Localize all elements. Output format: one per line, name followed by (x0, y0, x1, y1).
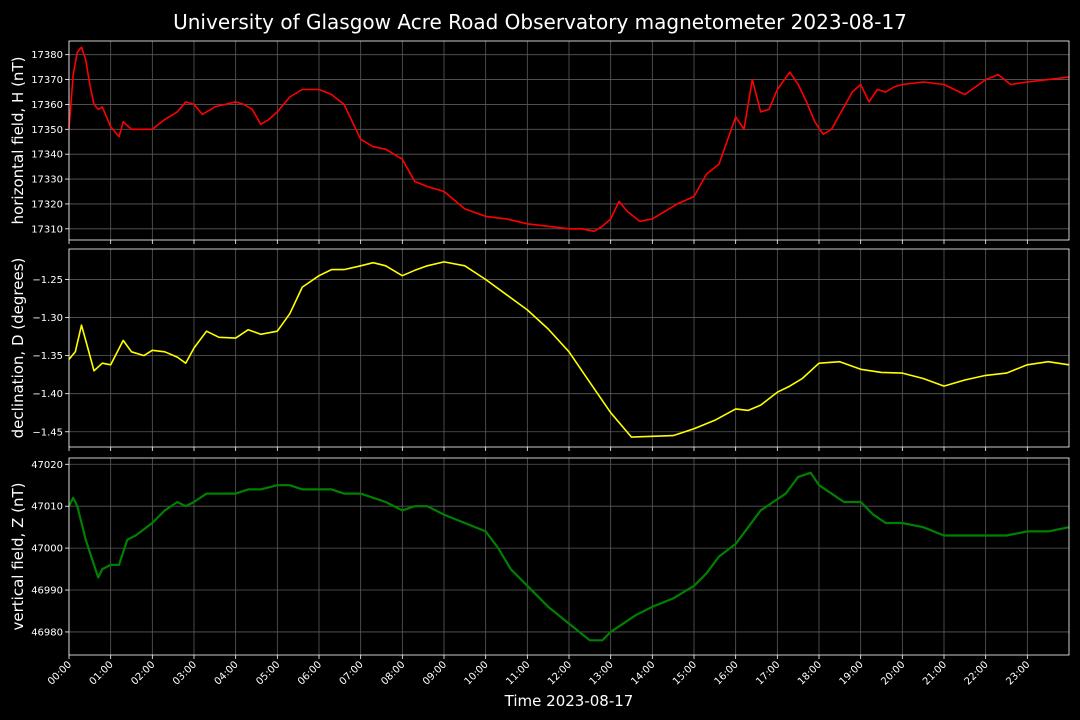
y-tick-label: 47010 (31, 502, 63, 513)
series-line (68, 46, 1070, 233)
x-tick-label: 05:00 (254, 659, 282, 687)
x-tick-label: 09:00 (421, 659, 449, 687)
y-tick-label: 17380 (31, 50, 63, 61)
x-tick-label: 13:00 (588, 659, 616, 687)
y-tick-label: −1.45 (32, 427, 63, 438)
y-tick-label: 17320 (31, 199, 63, 210)
x-tick-label: 04:00 (213, 659, 241, 687)
y-axis-title: vertical field, Z (nT) (9, 482, 27, 630)
series-line (68, 261, 1070, 438)
axes-frame (68, 457, 1070, 656)
x-tick-label: 07:00 (338, 659, 366, 687)
x-tick-label: 08:00 (379, 659, 407, 687)
x-tick-label: 14:00 (629, 659, 657, 687)
y-axis-title: declination, D (degrees) (9, 258, 27, 439)
y-tick-label: 17370 (31, 75, 63, 86)
x-tick-label: 01:00 (88, 659, 116, 687)
y-axis-title: horizontal field, H (nT) (9, 57, 27, 225)
x-tick-label: 12:00 (546, 659, 574, 687)
y-tick-label: 17310 (31, 224, 63, 235)
y-tick-label: 17340 (31, 150, 63, 161)
x-tick-label: 02:00 (129, 659, 157, 687)
y-tick-label: 47000 (31, 544, 63, 555)
y-tick-label: −1.25 (32, 275, 63, 286)
h-panel: 17310 17320 17330 17340 17350 17360 17370 17380… (9, 40, 1070, 244)
y-tick-label: −1.30 (32, 313, 63, 324)
y-tick-label: 46980 (31, 627, 63, 638)
x-tick-label: 17:00 (754, 659, 782, 687)
x-tick-label: 00:00 (46, 659, 74, 687)
y-tick-label: 47020 (31, 460, 63, 471)
x-tick-label: 10:00 (463, 659, 491, 687)
axes-frame (68, 248, 1070, 448)
x-tick-label: 06:00 (296, 659, 324, 687)
series-line (68, 471, 1070, 642)
axes-frame (68, 40, 1070, 241)
y-tick-label: 17360 (31, 100, 63, 111)
y-tick-label: 46990 (31, 586, 63, 597)
x-tick-label: 03:00 (171, 659, 199, 687)
x-tick-label: 23:00 (1004, 659, 1032, 687)
x-tick-label: 21:00 (921, 659, 949, 687)
x-tick-label: 19:00 (838, 659, 866, 687)
x-axis-title: Time 2023-08-17 (504, 692, 634, 710)
x-tick-label: 16:00 (713, 659, 741, 687)
y-tick-label: −1.40 (32, 389, 63, 400)
y-tick-label: −1.35 (32, 351, 63, 362)
x-tick-label: 11:00 (504, 659, 532, 687)
d-panel: −1.25 −1.30 −1.35 −1.40 −1.45 declination, D … (9, 248, 1070, 451)
x-tick-label: 15:00 (671, 659, 699, 687)
x-tick-label: 20:00 (879, 659, 907, 687)
y-tick-label: 17350 (31, 125, 63, 136)
z-panel: 46980 46990 47000 47010 47020 vertical field,… (9, 457, 1070, 688)
y-tick-label: 17330 (31, 175, 63, 186)
x-tick-label: 18:00 (796, 659, 824, 687)
figure-title: University of Glasgow Acre Road Observat… (173, 10, 907, 34)
x-tick-label: 22:00 (963, 659, 991, 687)
chart-panels: 17310 17320 17330 17340 17350 17360 17370 17380… (9, 40, 1070, 688)
